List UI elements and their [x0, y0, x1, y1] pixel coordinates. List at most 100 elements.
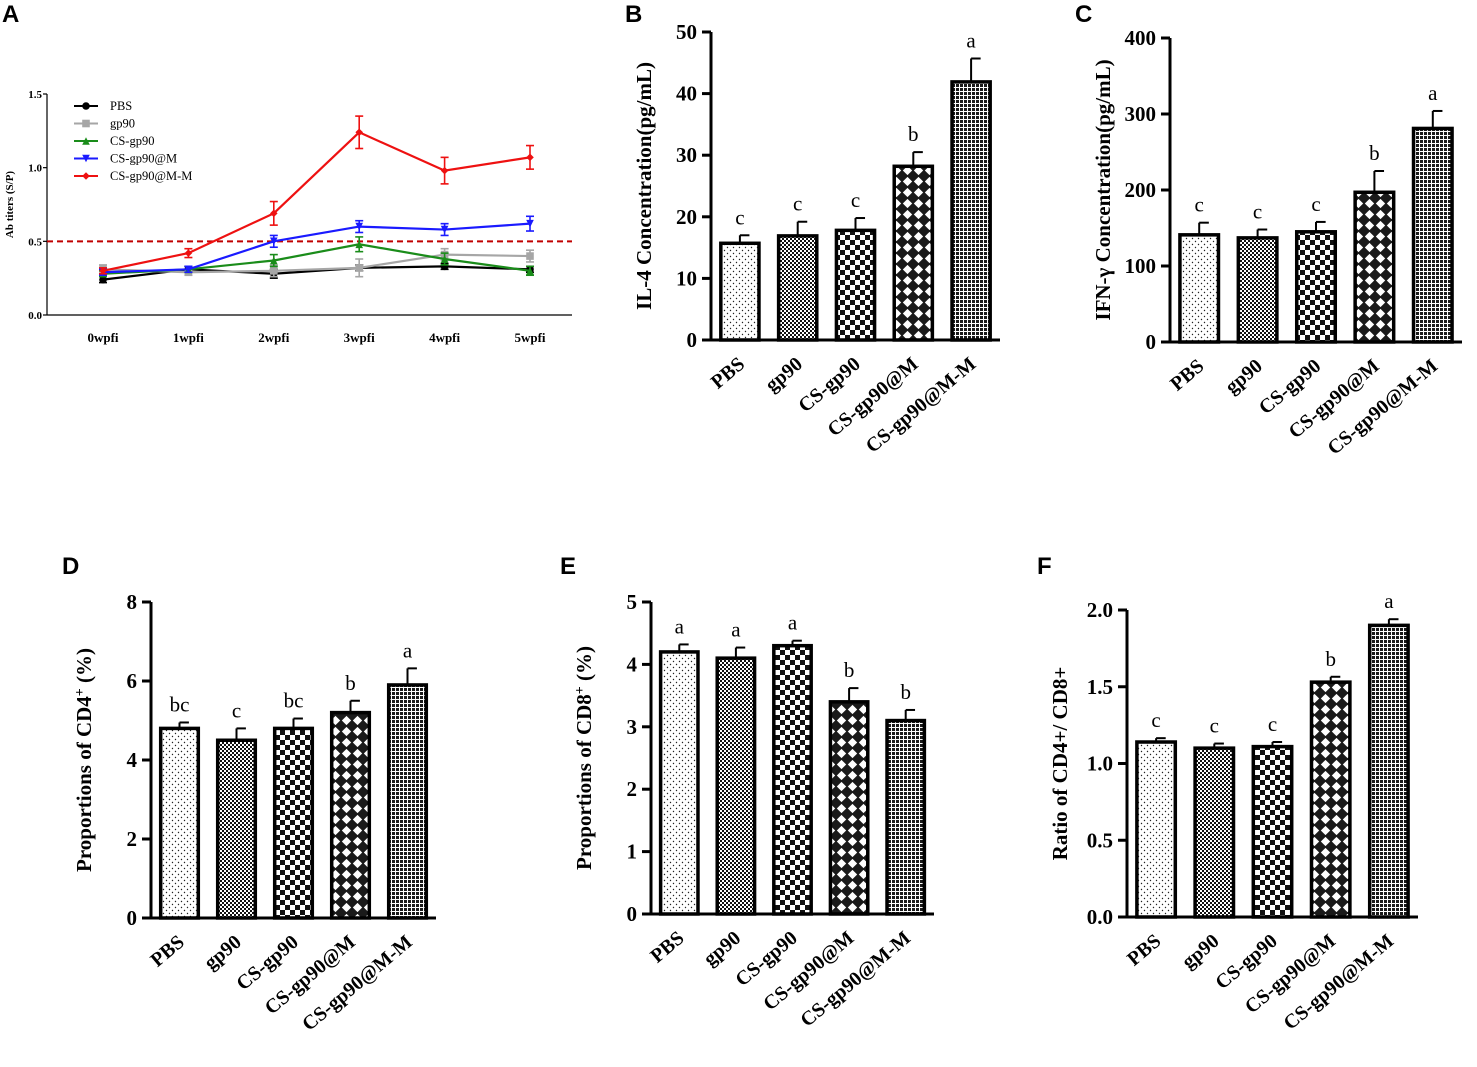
data-point — [82, 172, 90, 180]
panel-D-bar-chart: D 0 2 4 6 8 Proportions of CD4+ (%) bc PBS c gp90 b… — [62, 553, 436, 1035]
series-line — [102, 131, 531, 272]
significance-letter: b — [1369, 141, 1380, 165]
y-axis-label-text: Ratio of CD4+/ CD8+ — [1048, 667, 1072, 861]
data-point — [99, 275, 107, 284]
y-tick-label: 3 — [627, 715, 638, 739]
y-tick-label: 6 — [127, 669, 138, 693]
significance-letter: b — [908, 122, 919, 146]
y-axis-label-text: Proportions of CD8 — [572, 694, 596, 870]
data-point — [526, 267, 534, 275]
y-tick-label: 0.5 — [28, 236, 42, 248]
panel-E-bar-chart: E 0 1 2 3 4 5 Proportions of CD8+ (%) a PBS a gp90 a… — [560, 553, 934, 1031]
bar — [828, 700, 870, 916]
bar — [1236, 236, 1279, 344]
significance-letter: a — [966, 28, 976, 52]
y-axis-label: Proportions of CD4+ (%) — [72, 648, 96, 872]
series-gp90: gp90 — [74, 117, 534, 278]
y-tick-label: 400 — [1125, 26, 1157, 50]
bar — [719, 241, 761, 342]
data-point — [82, 119, 90, 128]
legend-label: CS-gp90@M — [110, 152, 177, 166]
y-tick-label: 50 — [676, 20, 697, 44]
y-tick-label: 0 — [627, 902, 638, 926]
y-axis-label-sup: + — [73, 688, 88, 696]
y-axis-label: Proportions of CD8+ (%) — [572, 646, 596, 870]
panel-label: D — [62, 553, 79, 580]
significance-letter: a — [788, 611, 798, 635]
x-tick-label: 3wpfi — [344, 330, 375, 345]
significance-letter: c — [735, 205, 744, 229]
data-point — [184, 249, 193, 257]
data-point — [355, 240, 363, 249]
y-tick-label: 1.5 — [1087, 675, 1113, 699]
x-tick-label: 1wpfi — [173, 330, 204, 345]
x-category-label: PBS — [146, 931, 188, 971]
bar — [715, 656, 757, 916]
significance-letter: c — [1268, 712, 1277, 736]
y-tick-label: 200 — [1125, 178, 1157, 202]
data-point — [99, 267, 107, 275]
legend-label: PBS — [110, 99, 132, 113]
x-category-label: gp90 — [699, 927, 745, 970]
significance-letter: c — [232, 698, 241, 722]
significance-letter: bc — [284, 689, 304, 713]
panel-label: B — [625, 1, 642, 28]
panel-label: C — [1075, 1, 1092, 28]
data-point — [526, 153, 534, 162]
series-line — [102, 253, 531, 274]
bar — [1251, 744, 1294, 919]
y-tick-label: 2 — [127, 827, 138, 851]
panel-label: F — [1037, 553, 1052, 580]
significance-letter: c — [851, 188, 860, 212]
y-tick-label: 8 — [127, 590, 138, 614]
y-axis-label: IFN-γ Concentration(pg/mL) — [1091, 59, 1115, 320]
significance-letter: a — [675, 614, 685, 638]
legend-label: CS-gp90 — [110, 134, 154, 148]
y-tick-label: 0.0 — [1087, 905, 1113, 929]
y-axis-label-text: Proportions of CD4 — [72, 696, 96, 872]
data-point — [440, 255, 449, 263]
data-point — [270, 237, 278, 246]
significance-letter: b — [345, 671, 356, 695]
significance-letter: c — [1210, 714, 1219, 738]
y-tick-label: 0.5 — [1087, 828, 1113, 852]
data-point — [440, 225, 449, 234]
bar — [950, 80, 992, 342]
x-category-label: PBS — [1166, 355, 1208, 395]
significance-letter: bc — [170, 692, 190, 716]
bar — [772, 643, 813, 916]
data-point — [270, 209, 278, 218]
x-category-label: PBS — [1123, 930, 1165, 970]
significance-letter: b — [900, 680, 911, 704]
y-tick-label: 1.0 — [28, 163, 42, 175]
bar — [386, 683, 429, 920]
y-axis-label: Ab titers (S/P) — [4, 171, 16, 239]
bar — [1193, 746, 1236, 919]
data-point — [526, 219, 534, 228]
x-category-label: gp90 — [200, 931, 246, 974]
x-tick-label: 5wpfi — [514, 330, 545, 345]
significance-letter: c — [1311, 192, 1320, 216]
y-tick-label: 0 — [687, 328, 698, 352]
y-tick-label: 0 — [1146, 330, 1157, 354]
significance-letter: b — [844, 658, 855, 682]
data-point — [82, 102, 90, 110]
x-category-label: PBS — [646, 927, 688, 967]
significance-letter: c — [1253, 200, 1262, 224]
x-category-label: PBS — [707, 353, 749, 393]
y-tick-label: 40 — [676, 82, 697, 106]
y-tick-label: 4 — [127, 748, 138, 772]
bar — [885, 718, 927, 916]
x-tick-label: 2wpfi — [258, 330, 289, 345]
y-axis-label: IL-4 Concentration(pg/mL) — [632, 62, 656, 310]
panel-F-bar-chart: F 0.0 0.5 1.0 1.5 2.0 Ratio of CD4+/ CD8+ c PBS c… — [1037, 553, 1418, 1034]
y-tick-label: 100 — [1125, 254, 1157, 278]
y-tick-label: 0.0 — [28, 310, 42, 322]
bar — [776, 234, 819, 342]
y-tick-label: 5 — [627, 590, 638, 614]
y-tick-label: 20 — [676, 205, 697, 229]
bar — [1178, 233, 1221, 344]
y-tick-label: 2 — [627, 777, 638, 801]
y-tick-label: 1.0 — [1087, 752, 1113, 776]
